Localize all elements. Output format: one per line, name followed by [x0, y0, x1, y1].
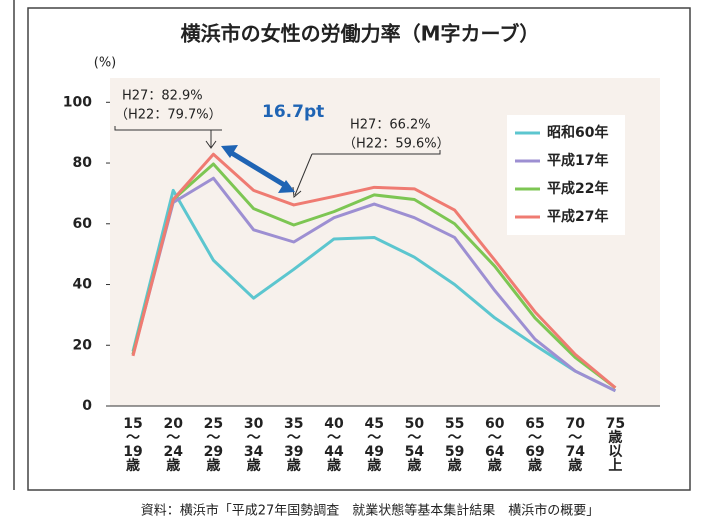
x-tick-label: 35 〜 39 歳 [284, 416, 303, 474]
legend-label: 昭和60年 [547, 124, 608, 141]
y-unit: (%) [94, 56, 117, 71]
x-tick-label: 55 〜 59 歳 [445, 416, 464, 474]
frame [27, 7, 691, 491]
x-tick-label: 15 〜 19 歳 [123, 416, 142, 474]
annotation: H27：82.9% [122, 89, 203, 104]
legend-box [507, 115, 625, 235]
x-tick-label: 70 〜 74 歳 [565, 416, 585, 474]
x-tick-label: 25 〜 29 歳 [204, 416, 223, 474]
x-tick-label: 20 〜 24 歳 [163, 416, 183, 474]
series-line [131, 152, 617, 389]
x-tick-label: 45 〜 49 歳 [364, 416, 383, 474]
chart-title: 横浜市の女性の労働力率（M字カーブ） [181, 22, 540, 46]
x-tick-label: 50 〜 54 歳 [405, 416, 425, 474]
y-tick-label: 40 [73, 277, 93, 293]
x-tick-label: 75 歳以上 [606, 416, 625, 474]
annotation: 16.7pt [262, 102, 324, 122]
y-tick-label: 20 [73, 337, 93, 353]
series-line [131, 176, 617, 393]
x-tick-label: 65 〜 69 歳 [525, 416, 544, 474]
y-tick-label: 100 [63, 94, 92, 110]
series-line [131, 188, 617, 393]
series-line [131, 162, 617, 389]
annotation: （H22：79.7%） [115, 108, 222, 123]
y-tick-label: 80 [73, 155, 93, 171]
legend-label: 平成27年 [547, 208, 608, 225]
x-tick-label: 30 〜 34 歳 [244, 416, 264, 474]
x-tick-label: 60 〜 64 歳 [485, 416, 505, 474]
diff-arrow [221, 145, 295, 193]
y-tick-label: 60 [73, 216, 93, 232]
callouts [114, 126, 441, 199]
annotation: （H22：59.6%） [343, 137, 450, 152]
source: 資料：横浜市「平成27年国勢調査 就業状態等基本集計結果 横浜市の概要」 [141, 503, 600, 519]
legend-label: 平成17年 [547, 152, 608, 169]
annotation: H27：66.2% [350, 118, 431, 133]
y-tick-label: 0 [82, 398, 92, 414]
legend-label: 平成22年 [547, 180, 608, 197]
x-tick-label: 40 〜 44 歳 [324, 416, 344, 474]
